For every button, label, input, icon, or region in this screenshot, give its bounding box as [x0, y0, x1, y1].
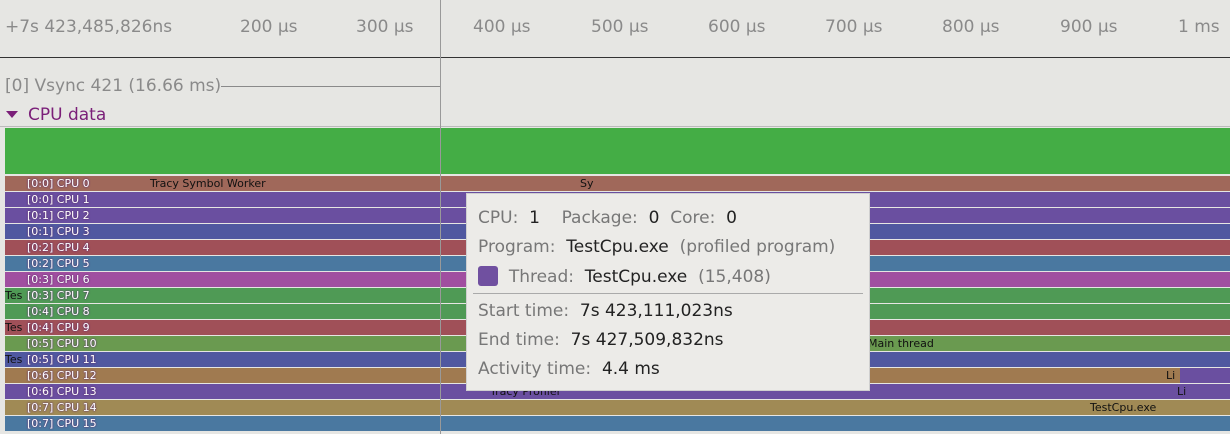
- cpu-label: [0:1] CPU 3: [27, 225, 90, 238]
- tick-label: 600 µs: [708, 17, 766, 37]
- collapse-arrow[interactable]: [6, 111, 18, 118]
- thread-label: Tes: [5, 353, 23, 366]
- cpu-row: [0:0] CPU 0 Tracy Symbol Worker Sy: [5, 176, 1230, 191]
- tick-label: 900 µs: [1060, 17, 1118, 37]
- label: CPU:: [478, 208, 519, 228]
- label: Package:: [561, 208, 638, 228]
- thread-label: Tes: [5, 289, 23, 302]
- cpu-label: [0:5] CPU 11: [27, 353, 97, 366]
- tip-line: CPU: 1 Package: 0 Core: 0: [478, 208, 737, 228]
- tick-label: 1 ms: [1178, 17, 1220, 37]
- label: Thread:: [508, 267, 574, 287]
- vsync-label: [0] Vsync 421 (16.66 ms): [5, 76, 222, 96]
- label: End time:: [478, 330, 560, 350]
- cpu-label: [0:6] CPU 13: [27, 385, 97, 398]
- cpu-label: [0:7] CPU 15: [27, 417, 97, 430]
- value: 7s 427,509,832ns: [570, 330, 724, 350]
- value: 7s 423,111,023ns: [579, 301, 733, 321]
- cpu-label: [0:2] CPU 5: [27, 257, 90, 270]
- cpu-row: [0:6] CPU 13 Tracy Profiler Li: [5, 384, 1230, 399]
- cursor-line: [440, 0, 441, 434]
- thread-block: [1180, 368, 1230, 383]
- value: 4.4 ms: [601, 359, 660, 379]
- value: 0: [648, 208, 660, 228]
- thread-label: Tracy Symbol Worker: [150, 177, 266, 190]
- ruler-line: [0, 57, 1230, 58]
- tip-line: End time: 7s 427,509,832ns: [478, 330, 724, 350]
- cpu-label: [0:6] CPU 12: [27, 369, 97, 382]
- cpu-label: [0:5] CPU 10: [27, 337, 97, 350]
- tick-label: +7s 423,485,826ns: [5, 17, 173, 37]
- cpu-label: [0:2] CPU 4: [27, 241, 90, 254]
- tip-line: Program: TestCpu.exe (profiled program): [478, 237, 835, 257]
- tip-line: Activity time: 4.4 ms: [478, 359, 660, 379]
- note: (15,408): [698, 267, 771, 287]
- value: TestCpu.exe: [584, 267, 688, 287]
- thread-swatch: [478, 266, 498, 286]
- cpu-label: [0:3] CPU 6: [27, 273, 90, 286]
- label: Activity time:: [478, 359, 592, 379]
- tick-label: 400 µs: [473, 17, 531, 37]
- thread-label: Main thread: [868, 337, 934, 350]
- tick-label: 300 µs: [356, 17, 414, 37]
- thread-label: Li: [1166, 369, 1176, 382]
- thread-label: Tes: [5, 321, 23, 334]
- tooltip: CPU: 1 Package: 0 Core: 0 Program: TestC…: [466, 193, 870, 391]
- thread-label: Li: [1177, 385, 1187, 398]
- cpu-row: [0:7] CPU 15: [5, 416, 1230, 431]
- label: Program:: [478, 237, 556, 257]
- vsync-line: [221, 86, 440, 87]
- tick-label: 200 µs: [240, 17, 298, 37]
- value: 1: [529, 208, 540, 228]
- tip-line: Thread: TestCpu.exe (15,408): [478, 266, 771, 287]
- cpu-label: [0:7] CPU 14: [27, 401, 97, 414]
- cpu-row: [0:7] CPU 14 TestCpu.exe: [5, 400, 1230, 415]
- section-line: [0, 126, 1230, 127]
- label: Core:: [670, 208, 716, 228]
- separator: [473, 293, 863, 294]
- section-title[interactable]: CPU data: [28, 105, 107, 125]
- value: 0: [726, 208, 737, 228]
- label: Start time:: [478, 301, 570, 321]
- thread-label: TestCpu.exe: [1090, 401, 1157, 414]
- cpu-usage-graph: [5, 128, 1230, 174]
- tip-line: Start time: 7s 423,111,023ns: [478, 301, 733, 321]
- tick-label: 500 µs: [591, 17, 649, 37]
- cpu-label: [0:1] CPU 2: [27, 209, 90, 222]
- tick-label: 800 µs: [942, 17, 1000, 37]
- thread-label: Sy: [580, 177, 594, 190]
- cpu-label: [0:0] CPU 1: [27, 193, 90, 206]
- cpu-label: [0:3] CPU 7: [27, 289, 90, 302]
- tick-label: 700 µs: [825, 17, 883, 37]
- note: (profiled program): [679, 237, 836, 257]
- cpu-label: [0:4] CPU 8: [27, 305, 90, 318]
- cpu-label: [0:0] CPU 0: [27, 177, 90, 190]
- cpu-label: [0:4] CPU 9: [27, 321, 90, 334]
- value: TestCpu.exe: [566, 237, 669, 257]
